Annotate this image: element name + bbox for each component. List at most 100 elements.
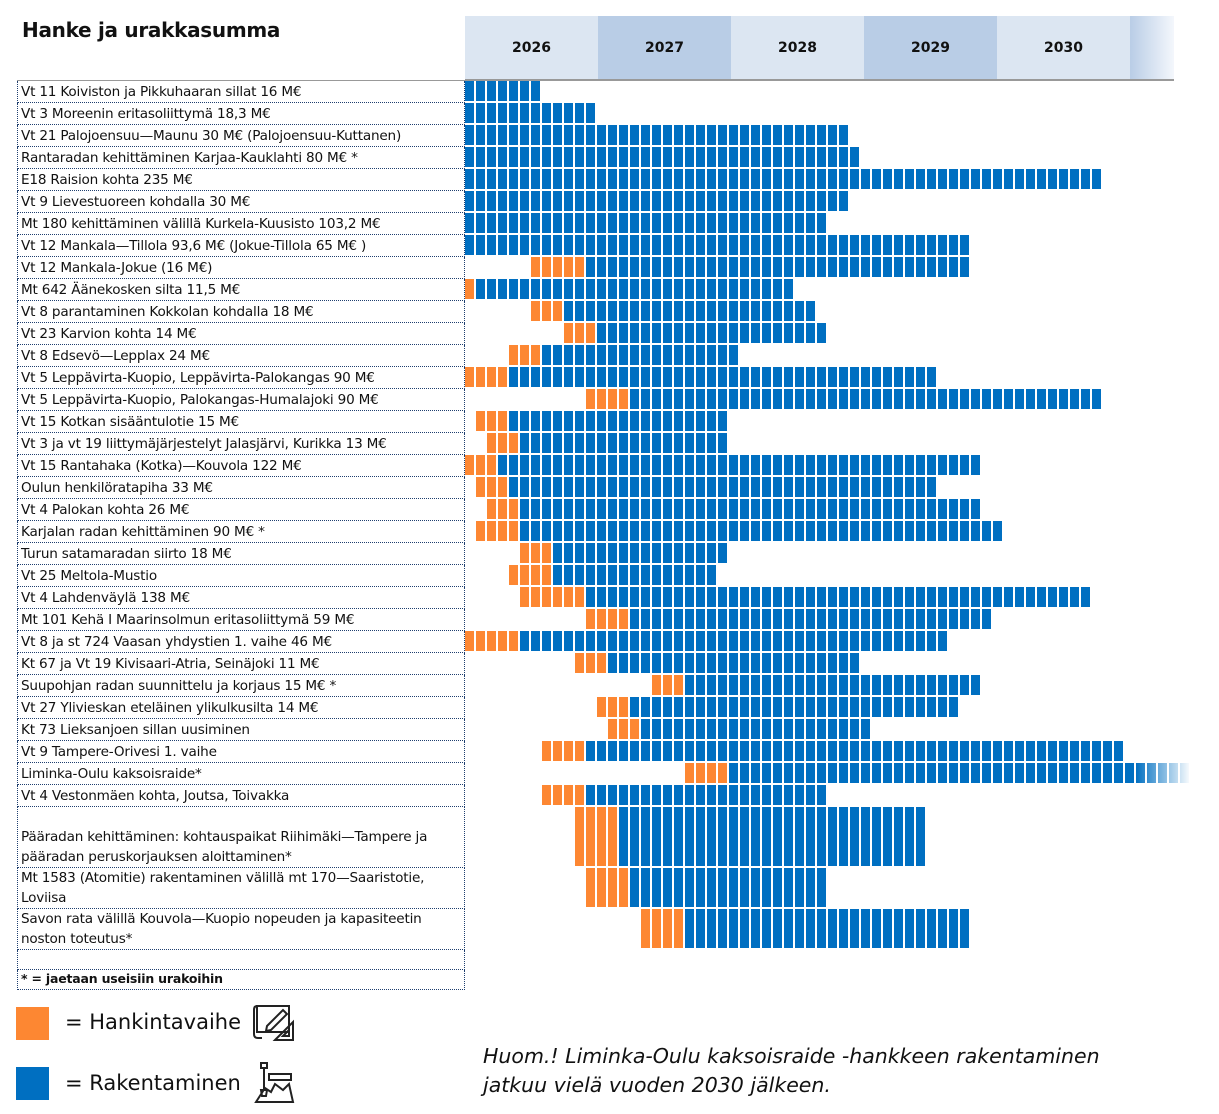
note-line-2: jatkuu vielä vuoden 2030 jälkeen. bbox=[483, 1073, 831, 1097]
chart-title: Hanke ja urakkasumma bbox=[22, 18, 281, 42]
procurement-bar bbox=[542, 785, 586, 805]
construction-bar bbox=[630, 868, 828, 907]
project-label: Liminka-Oulu kaksoisraide* bbox=[17, 763, 465, 785]
construction-bar bbox=[520, 499, 982, 519]
construction-bar bbox=[619, 807, 927, 866]
year-header: 2026 2027 2028 2029 2030 bbox=[465, 16, 1174, 81]
construction-bar bbox=[509, 477, 938, 497]
construction-bar bbox=[520, 433, 729, 453]
construction-bar bbox=[630, 697, 960, 717]
procurement-bar bbox=[476, 411, 509, 431]
procurement-bar bbox=[608, 719, 641, 739]
legend-swatch-construction bbox=[16, 1067, 49, 1100]
footnote: * = jaetaan useisiin urakoihin bbox=[17, 970, 465, 990]
procurement-bar bbox=[465, 367, 509, 387]
year-2026: 2026 bbox=[465, 16, 598, 79]
procurement-bar bbox=[476, 477, 509, 497]
procurement-bar bbox=[564, 323, 597, 343]
project-label: E18 Raision kohta 235 M€ bbox=[17, 169, 465, 191]
construction-bar bbox=[465, 103, 597, 123]
construction-bar bbox=[465, 213, 828, 233]
construction-bar bbox=[542, 345, 740, 365]
project-label: Rantaradan kehittäminen Karjaa-Kauklahti… bbox=[17, 147, 465, 169]
construction-bar bbox=[630, 609, 993, 629]
project-label: Vt 3 Moreenin eritasoliittymä 18,3 M€ bbox=[17, 103, 465, 125]
project-label: Kt 73 Lieksanjoen sillan uusiminen bbox=[17, 719, 465, 741]
construction-bar bbox=[509, 367, 938, 387]
note-line-1: Huom.! Liminka-Oulu kaksoisraide -hankke… bbox=[483, 1044, 1100, 1068]
construction-bar bbox=[465, 81, 542, 101]
project-label-column: Vt 11 Koiviston ja Pikkuhaaran sillat 16… bbox=[17, 80, 465, 990]
project-label: Vt 8 Edsevö—Lepplax 24 M€ bbox=[17, 345, 465, 367]
construction-bar bbox=[465, 191, 850, 211]
project-label: Vt 3 ja vt 19 liittymäjärjestelyt Jalasj… bbox=[17, 433, 465, 455]
project-label: Suupohjan radan suunnittelu ja korjaus 1… bbox=[17, 675, 465, 697]
procurement-bar bbox=[652, 675, 685, 695]
construction-bar bbox=[685, 675, 982, 695]
year-2030: 2030 bbox=[997, 16, 1130, 79]
construction-bar bbox=[641, 719, 872, 739]
project-label: Vt 11 Koiviston ja Pikkuhaaran sillat 16… bbox=[17, 81, 465, 103]
procurement-bar bbox=[509, 565, 553, 585]
procurement-bar bbox=[586, 609, 630, 629]
procurement-bar bbox=[586, 868, 630, 907]
construction-bar bbox=[729, 763, 1191, 783]
procurement-bar bbox=[487, 433, 520, 453]
project-label: Vt 5 Leppävirta-Kuopio, Leppävirta-Palok… bbox=[17, 367, 465, 389]
project-label: Vt 8 ja st 724 Vaasan yhdystien 1. vaihe… bbox=[17, 631, 465, 653]
project-label: Mt 642 Äänekosken silta 11,5 M€ bbox=[17, 279, 465, 301]
construction-bar bbox=[685, 909, 971, 948]
procurement-bar bbox=[641, 909, 685, 948]
project-label: Vt 27 Ylivieskan eteläinen ylikulkusilta… bbox=[17, 697, 465, 719]
project-label: Turun satamaradan siirto 18 M€ bbox=[17, 543, 465, 565]
procurement-bar bbox=[575, 807, 619, 866]
procurement-bar bbox=[520, 543, 553, 563]
year-2028: 2028 bbox=[731, 16, 864, 79]
legend-label-procurement: = Hankintavaihe bbox=[65, 1010, 242, 1034]
project-label: Vt 15 Kotkan sisääntulotie 15 M€ bbox=[17, 411, 465, 433]
empty-row bbox=[17, 950, 465, 970]
construction-bar bbox=[586, 741, 1125, 761]
procurement-bar bbox=[542, 741, 586, 761]
project-label: Vt 5 Leppävirta-Kuopio, Palokangas-Humal… bbox=[17, 389, 465, 411]
project-label: Vt 25 Meltola-Mustio bbox=[17, 565, 465, 587]
project-label: Vt 4 Palokan kohta 26 M€ bbox=[17, 499, 465, 521]
construction-bar bbox=[520, 521, 1004, 541]
project-label: Vt 9 Tampere-Orivesi 1. vaihe bbox=[17, 741, 465, 763]
gantt-chart-area bbox=[465, 81, 1219, 981]
project-label: Vt 12 Mankala-Jokue (16 M€) bbox=[17, 257, 465, 279]
project-label: Vt 23 Karvion kohta 14 M€ bbox=[17, 323, 465, 345]
procurement-bar bbox=[685, 763, 729, 783]
year-continuation bbox=[1130, 16, 1174, 79]
project-label: Pääradan kehittäminen: kohtauspaikat Rii… bbox=[17, 807, 465, 868]
year-2029: 2029 bbox=[864, 16, 997, 79]
construction-bar bbox=[553, 543, 729, 563]
procurement-bar bbox=[487, 499, 520, 519]
construction-bar bbox=[520, 631, 949, 651]
procurement-bar bbox=[465, 455, 498, 475]
procurement-bar bbox=[465, 631, 520, 651]
procurement-bar bbox=[520, 587, 586, 607]
procurement-bar bbox=[575, 653, 608, 673]
chart-note: Huom.! Liminka-Oulu kaksoisraide -hankke… bbox=[483, 1042, 1100, 1100]
construction-bar bbox=[586, 785, 828, 805]
procurement-bar bbox=[586, 389, 630, 409]
project-label: Mt 180 kehittäminen välillä Kurkela-Kuus… bbox=[17, 213, 465, 235]
construction-bar bbox=[608, 653, 861, 673]
project-label: Vt 12 Mankala—Tillola 93,6 M€ (Jokue-Til… bbox=[17, 235, 465, 257]
project-label: Vt 15 Rantahaka (Kotka)—Kouvola 122 M€ bbox=[17, 455, 465, 477]
year-2027: 2027 bbox=[598, 16, 731, 79]
construction-bar bbox=[465, 235, 971, 255]
blueprint-pencil-icon bbox=[253, 1005, 294, 1041]
project-label: Vt 9 Lievestuoreen kohdalla 30 M€ bbox=[17, 191, 465, 213]
legend-swatch-procurement bbox=[16, 1007, 49, 1040]
legend-label-construction: = Rakentaminen bbox=[65, 1071, 241, 1095]
procurement-bar bbox=[465, 279, 476, 299]
construction-bar bbox=[465, 125, 850, 145]
procurement-bar bbox=[531, 257, 586, 277]
construction-bar bbox=[476, 279, 795, 299]
procurement-bar bbox=[476, 521, 520, 541]
procurement-bar bbox=[509, 345, 542, 365]
project-label: Mt 101 Kehä I Maarinsolmun eritasoliitty… bbox=[17, 609, 465, 631]
construction-bar bbox=[564, 301, 817, 321]
